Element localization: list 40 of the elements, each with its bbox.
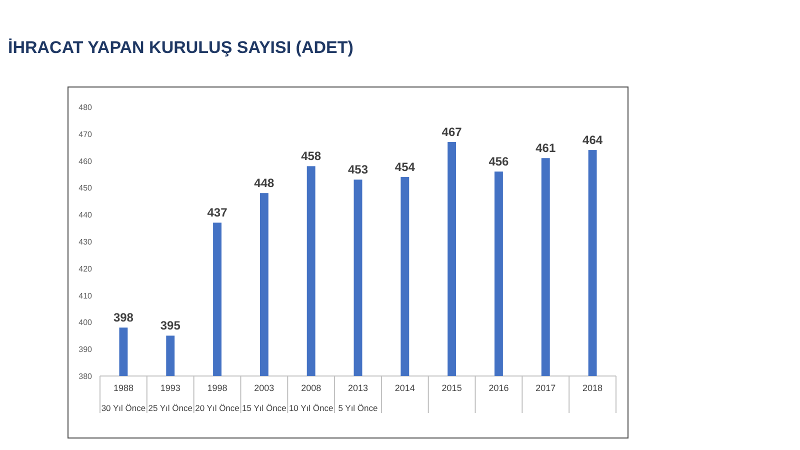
data-label: 448 <box>254 176 275 190</box>
data-label: 395 <box>160 318 181 333</box>
y-tick-label: 410 <box>78 291 93 300</box>
x-tick-label: 2016 <box>488 383 509 393</box>
data-label: 453 <box>348 162 368 177</box>
x-tick-label: 2013 <box>348 383 368 393</box>
data-label: 458 <box>301 149 322 164</box>
y-tick-label: 390 <box>78 345 93 354</box>
y-tick-label: 430 <box>78 238 93 246</box>
data-label: 437 <box>207 206 228 220</box>
y-tick-label: 400 <box>78 318 93 328</box>
text: 25 Yıl Önce <box>148 403 193 413</box>
data-label: 461 <box>536 141 556 156</box>
x-tick-label: 2014 <box>394 383 415 393</box>
data-label: 464 <box>582 133 603 148</box>
x-tick-label: 2018 <box>582 383 603 393</box>
data-label: 467 <box>442 124 462 139</box>
x-tick-label: 2017 <box>536 383 556 393</box>
y-tick-label: 380 <box>78 372 93 381</box>
text: 10 Yıl Önce <box>288 403 334 413</box>
x-tick-label: 1998 <box>207 383 228 393</box>
y-tick-label: 450 <box>78 184 93 193</box>
y-tick-label: 440 <box>78 210 93 220</box>
data-label: 456 <box>488 154 510 169</box>
data-label: 398 <box>113 310 134 325</box>
x-tick-label: 1988 <box>113 383 134 393</box>
chart-title: İHRACAT YAPAN KURULUŞ SAYISI (ADET) <box>8 38 354 57</box>
text: 5 Yıl Önce <box>338 403 378 413</box>
y-tick-label: 420 <box>78 264 93 274</box>
text: 30 Yıl Önce <box>101 403 146 413</box>
text: 20 Yıl Önce <box>195 403 240 413</box>
x-tick-label: 2015 <box>442 383 462 393</box>
y-tick-label: 460 <box>78 156 93 166</box>
x-tick-label: 2003 <box>254 383 274 393</box>
y-tick-label: 480 <box>78 103 93 112</box>
data-label: 454 <box>394 160 416 174</box>
x-tick-label: 2008 <box>301 383 322 393</box>
text: 15 Yıl Önce <box>242 403 287 413</box>
x-tick-label: 1993 <box>160 383 180 393</box>
y-tick-label: 470 <box>78 130 93 139</box>
